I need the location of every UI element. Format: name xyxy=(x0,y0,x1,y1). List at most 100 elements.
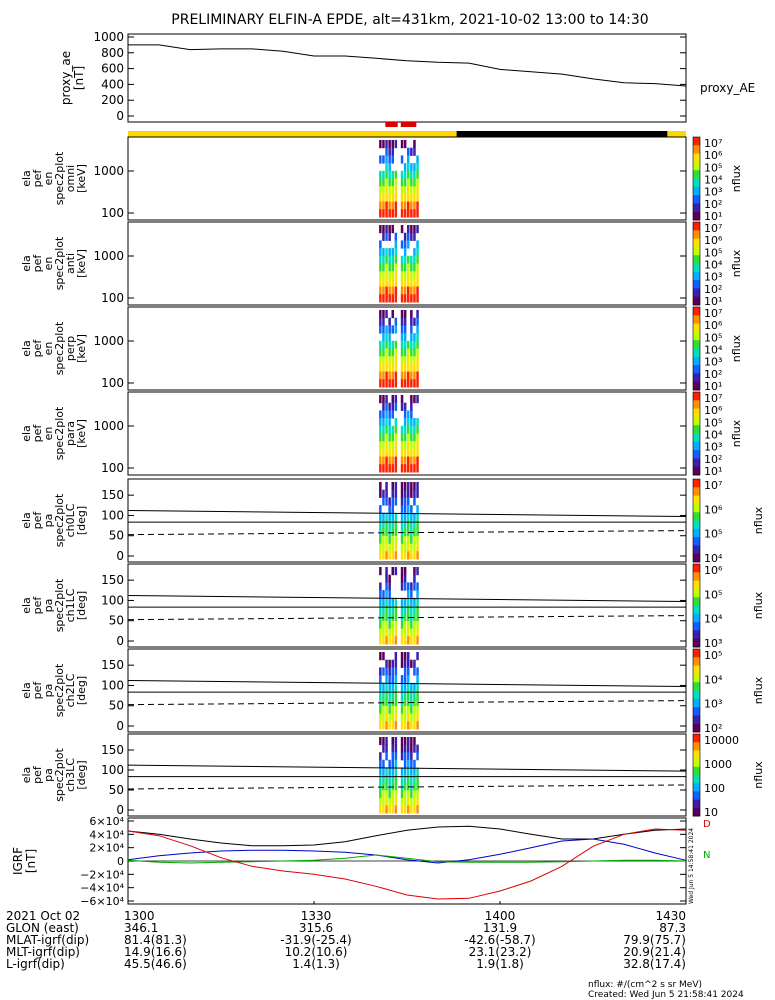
spec-panel-cell xyxy=(388,497,391,505)
spec-panel-cell xyxy=(407,798,410,806)
spec-panel-colorbar-swatch xyxy=(693,622,700,631)
spec-panel-colorbar-tick: 10³ xyxy=(704,186,722,199)
spec-panel-cell xyxy=(401,264,404,272)
spec-panel-cell xyxy=(388,714,391,722)
igrf-yticks: 6×10⁴4×10⁴2×10⁴0−2×10⁴−4×10⁴−6×10⁴ xyxy=(80,815,686,908)
spec-panel-cell xyxy=(392,745,395,753)
spec-panel-cell xyxy=(392,426,395,434)
spec-panel-cell xyxy=(392,636,395,644)
status-bar-segment xyxy=(457,131,668,137)
spec-panel-cell xyxy=(413,706,416,714)
spec-panel-ytick-label: 50 xyxy=(109,699,124,713)
spec-panel-cell xyxy=(404,356,407,364)
spec-panel-cell xyxy=(407,752,410,760)
spec-panel-cell xyxy=(388,264,391,272)
spec-panel-cell xyxy=(404,745,407,753)
spec-panel-cell xyxy=(385,379,388,387)
proxy-ae-ylabel-1: proxy_ae xyxy=(59,51,73,105)
spec-panel-cell xyxy=(416,163,419,171)
spec-panel-cell xyxy=(395,171,398,179)
spec-panel-cell xyxy=(416,798,419,806)
spec-panel-ela_pef_en_spec2plot_perp: elapefenspec2plotperp[keV] 100010010⁷10⁶1… xyxy=(20,307,743,393)
spec-panel-cell xyxy=(401,621,404,629)
spec-panel-cell xyxy=(379,675,382,683)
spec-panel-cell xyxy=(379,714,382,722)
spec-panel-cell xyxy=(388,706,391,714)
spec-panel-colorbar-tick: 10⁴ xyxy=(704,673,723,686)
spec-panel-cell xyxy=(392,410,395,418)
spec-panel-cell xyxy=(410,660,413,668)
spec-panel-cell xyxy=(379,449,382,457)
spec-panel-colorbar-tick: 10⁶ xyxy=(704,149,723,162)
spec-panel-cell xyxy=(392,760,395,768)
spec-panel-cell xyxy=(407,721,410,729)
spec-panel-colorbar-tick: 10² xyxy=(704,198,722,211)
spec-panel-colorbar-swatch xyxy=(693,357,700,366)
spec-panel-cell xyxy=(379,179,382,187)
spec-panel-colorbar-tick: 10² xyxy=(704,283,722,296)
spec-panel-cell xyxy=(388,667,391,675)
spec-panel-cell xyxy=(416,706,419,714)
spec-panel-cell xyxy=(404,636,407,644)
spec-panel-cell xyxy=(395,714,398,722)
spec-panel-cell xyxy=(401,790,404,798)
spec-panel-cell xyxy=(401,490,404,498)
spec-panel-cell xyxy=(407,410,410,418)
proxy-ae-panel: 10008006004002000 proxy_ae [nT] proxy_AE xyxy=(59,30,755,123)
spec-panel-cell xyxy=(385,364,388,372)
spec-panel-cell xyxy=(392,186,395,194)
spec-panel-cell xyxy=(410,279,413,287)
x-axis-row-value: 1.9(1.8) xyxy=(476,957,524,971)
spec-panel-cell xyxy=(407,225,410,233)
spec-panel-cell xyxy=(407,805,410,813)
proxy-ae-right-label: proxy_AE xyxy=(700,81,755,95)
spec-panel-cell xyxy=(404,163,407,171)
spec-panel-cell xyxy=(388,426,391,434)
spec-panel-cell xyxy=(392,505,395,513)
spec-panel-cell xyxy=(413,186,416,194)
spec-panel-colorbar: 10000100010010nflux xyxy=(693,734,765,819)
spec-panel-cell xyxy=(401,186,404,194)
spec-panel-colorbar-tick: 10⁵ xyxy=(704,528,722,541)
spec-panel-cell xyxy=(379,629,382,637)
spec-panel-cell xyxy=(407,349,410,357)
spec-panel-cell xyxy=(392,403,395,411)
spec-panel-colorbar-swatch xyxy=(693,791,700,800)
spec-panel-cell xyxy=(401,582,404,590)
spec-panel-cell xyxy=(379,805,382,813)
spec-panel-cell xyxy=(385,194,388,202)
spec-panel-cell xyxy=(404,186,407,194)
spec-panel-cell xyxy=(385,767,388,775)
spec-panel-cell xyxy=(410,790,413,798)
spec-panel-colorbar-label: nflux xyxy=(730,334,743,362)
spec-panel-cell xyxy=(404,721,407,729)
spec-panel-cell xyxy=(401,805,404,813)
spec-panel-cell xyxy=(404,667,407,675)
spec-panel-cell xyxy=(410,395,413,403)
spec-panel-colorbar-swatch xyxy=(693,230,700,239)
spec-panel-colorbar-swatch xyxy=(693,691,700,700)
spec-panel-cell xyxy=(392,482,395,490)
spec-panel-cell xyxy=(416,179,419,187)
spec-panel-cell xyxy=(407,356,410,364)
spec-panel-cell xyxy=(385,737,388,745)
spec-panel-cell xyxy=(388,155,391,163)
spec-panel-cell xyxy=(392,209,395,217)
spec-panel-cell xyxy=(388,325,391,333)
spec-panel-ela_pef_pa_spec2plot_ch2LC: elapefpaspec2plotch2LC[deg]15010050010⁵1… xyxy=(20,649,765,735)
spec-panel-cell xyxy=(416,194,419,202)
spec-panel-cell xyxy=(395,279,398,287)
spec-panel-cell xyxy=(388,536,391,544)
spec-panel-colorbar-swatch xyxy=(693,203,700,212)
spec-panel-colorbar-swatch xyxy=(693,332,700,341)
spec-panel-colorbar-tick: 10⁶ xyxy=(704,564,723,577)
spec-panel-cell xyxy=(395,233,398,241)
spec-panel-cell xyxy=(410,706,413,714)
proxy-ae-ytick-label: 800 xyxy=(101,46,124,60)
spec-panel-colorbar-label: nflux xyxy=(730,249,743,277)
spec-panel-cell xyxy=(416,209,419,217)
spec-panel-cell xyxy=(385,140,388,148)
spec-panel-cell xyxy=(404,179,407,187)
spec-panel-cell xyxy=(395,372,398,380)
spec-panel-cell xyxy=(388,798,391,806)
